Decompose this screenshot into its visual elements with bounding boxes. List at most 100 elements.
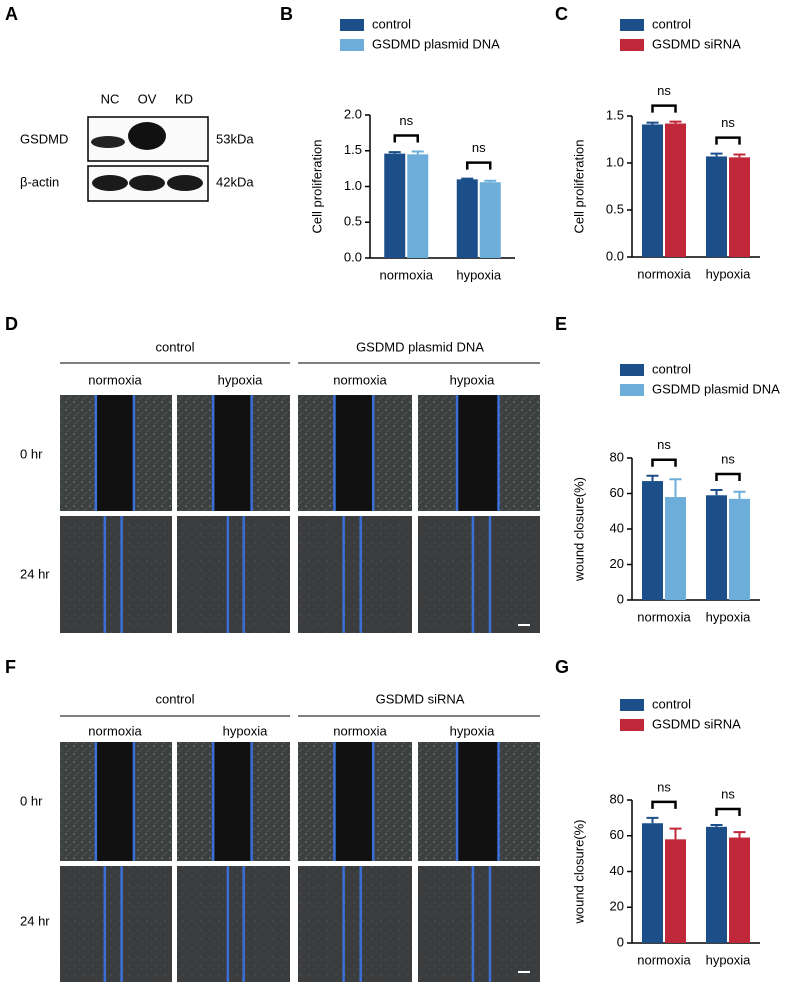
y-tick-label: 1.5 bbox=[344, 142, 362, 157]
legend-label: GSDMD siRNA bbox=[652, 716, 741, 731]
error-bar bbox=[484, 179, 497, 183]
x-tick-label: hypoxia bbox=[706, 266, 752, 281]
bar bbox=[729, 498, 750, 600]
micrograph bbox=[298, 866, 412, 982]
significance-label: ns bbox=[657, 779, 671, 794]
significance-bracket bbox=[651, 800, 677, 809]
y-tick-label: 2.0 bbox=[344, 106, 362, 121]
row-label: 24 hr bbox=[20, 913, 50, 928]
micrograph bbox=[418, 866, 540, 982]
legend-swatch bbox=[620, 699, 644, 711]
panel-label: C bbox=[555, 4, 568, 24]
scratch-gap bbox=[213, 742, 252, 861]
row-label: 24 hr bbox=[20, 566, 50, 581]
error-bar bbox=[733, 831, 746, 838]
error-bar bbox=[646, 474, 659, 482]
micrograph bbox=[60, 866, 172, 982]
bar bbox=[729, 837, 750, 943]
legend-label: GSDMD siRNA bbox=[652, 36, 741, 51]
scratch-gap bbox=[457, 395, 499, 511]
significance-label: ns bbox=[472, 140, 486, 155]
y-tick-label: 20 bbox=[610, 899, 624, 914]
blot-size: 42kDa bbox=[216, 174, 254, 189]
error-bar bbox=[646, 816, 659, 824]
error-bar bbox=[710, 488, 723, 496]
blot-row-label: β-actin bbox=[20, 174, 59, 189]
error-bar bbox=[646, 121, 659, 125]
blot-band bbox=[128, 122, 166, 150]
y-tick-label: 0.5 bbox=[606, 201, 624, 216]
y-tick-label: 1.5 bbox=[606, 107, 624, 122]
row-label: 0 hr bbox=[20, 793, 43, 808]
group-label: control bbox=[155, 339, 194, 354]
legend-label: control bbox=[652, 16, 691, 31]
micrograph bbox=[177, 516, 290, 633]
error-bar bbox=[733, 153, 746, 158]
significance-bracket bbox=[715, 807, 741, 817]
bar bbox=[642, 823, 663, 943]
y-tick-label: 40 bbox=[610, 863, 624, 878]
y-tick-label: 0 bbox=[617, 591, 624, 606]
error-bar bbox=[669, 827, 682, 840]
legend-label: control bbox=[372, 16, 411, 31]
significance-label: ns bbox=[721, 451, 735, 466]
group-label: GSDMD plasmid DNA bbox=[356, 339, 484, 354]
scratch-gap bbox=[95, 742, 134, 861]
bar bbox=[706, 826, 727, 943]
lane-label: OV bbox=[138, 91, 157, 106]
column-label: hypoxia bbox=[223, 723, 269, 738]
scratch-gap bbox=[213, 395, 252, 511]
y-tick-label: 0.5 bbox=[344, 214, 362, 229]
y-axis-label: wound closure(%) bbox=[571, 819, 586, 924]
y-tick-label: 60 bbox=[610, 827, 624, 842]
legend-swatch bbox=[620, 39, 644, 51]
panel-label: B bbox=[280, 4, 293, 24]
significance-label: ns bbox=[399, 113, 413, 128]
legend-label: GSDMD plasmid DNA bbox=[652, 381, 780, 396]
significance-bracket bbox=[715, 136, 741, 145]
bar bbox=[665, 123, 686, 258]
significance-label: ns bbox=[721, 786, 735, 801]
legend-swatch bbox=[620, 364, 644, 376]
column-label: hypoxia bbox=[218, 372, 264, 387]
significance-label: ns bbox=[657, 83, 671, 98]
blot-band bbox=[167, 175, 203, 191]
y-tick-label: 1.0 bbox=[606, 154, 624, 169]
significance-bracket bbox=[466, 161, 492, 170]
panel-label: D bbox=[5, 314, 18, 334]
significance-bracket bbox=[715, 472, 741, 481]
blot-row-label: GSDMD bbox=[20, 131, 68, 146]
y-axis-label: Cell proliferation bbox=[571, 140, 586, 234]
legend-label: GSDMD plasmid DNA bbox=[372, 36, 500, 51]
significance-bracket bbox=[651, 458, 677, 467]
panel-label: E bbox=[555, 314, 567, 334]
legend-swatch bbox=[620, 719, 644, 731]
y-tick-label: 0.0 bbox=[344, 249, 362, 264]
scratch-gap bbox=[334, 742, 374, 861]
column-label: normoxia bbox=[333, 372, 387, 387]
error-bar bbox=[733, 490, 746, 499]
blot-band bbox=[92, 175, 128, 191]
bar bbox=[665, 497, 686, 600]
error-bar bbox=[710, 152, 723, 157]
column-label: hypoxia bbox=[450, 372, 496, 387]
scratch-gap bbox=[95, 395, 134, 511]
x-tick-label: hypoxia bbox=[456, 267, 502, 282]
error-bar bbox=[388, 151, 401, 154]
blot-size: 53kDa bbox=[216, 131, 254, 146]
bar bbox=[665, 839, 686, 943]
y-tick-label: 1.0 bbox=[344, 178, 362, 193]
bar bbox=[706, 495, 727, 600]
legend-swatch bbox=[340, 39, 364, 51]
bar bbox=[407, 154, 429, 258]
x-tick-label: normoxia bbox=[637, 266, 691, 281]
error-bar bbox=[461, 177, 474, 180]
significance-bracket bbox=[393, 134, 419, 143]
error-bar bbox=[669, 120, 682, 124]
error-bar bbox=[669, 478, 682, 498]
bar bbox=[642, 481, 663, 600]
legend-swatch bbox=[620, 19, 644, 31]
bar bbox=[729, 157, 750, 257]
row-label: 0 hr bbox=[20, 446, 43, 461]
